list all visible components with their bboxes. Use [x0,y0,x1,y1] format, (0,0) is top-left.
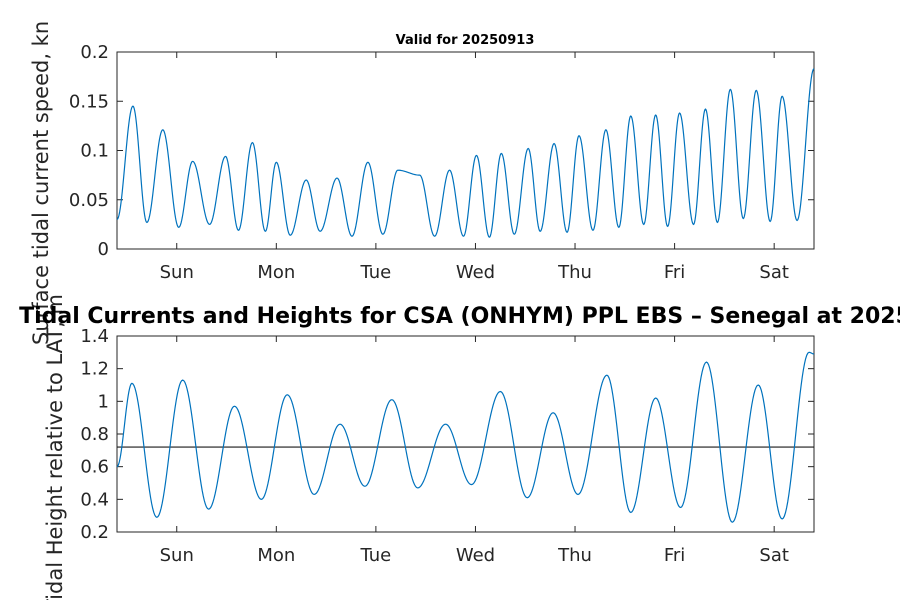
current-speed-x-tick-label: Fri [664,262,685,283]
current-speed-series-line [116,68,815,238]
current-speed-y-tick-label: 0 [98,239,109,260]
tidal-height-x-tick-label: Wed [456,545,495,566]
current-speed-x-tick-label: Thu [557,262,592,283]
current-speed-panel: Valid for 20250913 0 0.05 0.1 0.15 0.2 Sun Mo… [29,21,815,345]
tidal-height-y-tick-label: 0.2 [80,522,109,543]
tidal-height-axes-box [116,335,815,533]
current-speed-y-tick-label: 0.2 [80,42,109,63]
current-speed-x-tick-label: Tue [360,262,392,283]
tidal-height-x-tick-label: Fri [664,545,685,566]
tidal-height-series-line [116,351,815,523]
current-speed-x-tick-label: Mon [257,262,295,283]
tidal-height-x-tick-label: Tue [360,545,392,566]
current-speed-x-tick-label: Sat [759,262,789,283]
tidal-height-y-tick-label: 1.4 [80,326,109,347]
current-speed-axes-box [116,51,815,250]
tidal-height-y-tick-label: 0.6 [80,457,109,478]
current-speed-y-tick-label: 0.1 [80,141,109,162]
tidal-height-y-axis-label: Tidal Height relative to LAT, m [43,294,67,600]
tidal-height-y-ticks: 0.2 0.4 0.6 0.8 1 1.2 1.4 [80,326,814,543]
tidal-height-y-tick-label: 1.2 [80,359,109,380]
current-speed-y-axis-label: Surface tidal current speed, kn [29,21,53,345]
tidal-height-x-tick-label: Sat [759,545,789,566]
tidal-height-y-tick-label: 0.8 [80,424,109,445]
tidal-height-x-ticks: Sun Mon Tue Wed Thu Fri Sat [160,336,789,566]
current-speed-y-tick-label: 0.05 [69,190,109,211]
current-speed-y-tick-label: 0.15 [69,91,109,112]
tidal-height-x-tick-label: Mon [257,545,295,566]
tidal-height-y-tick-label: 0.4 [80,489,109,510]
current-speed-x-tick-label: Sun [160,262,194,283]
tidal-height-x-tick-label: Sun [160,545,194,566]
tidal-height-y-tick-label: 1 [98,391,109,412]
tidal-height-panel: 0.2 0.4 0.6 0.8 1 1.2 1.4 Sun Mon Tue Wed Thu Fri Sa… [43,294,815,600]
current-speed-title: Valid for 20250913 [396,33,535,48]
figure-main-title: Tidal Currents and Heights for CSA (ONHY… [19,304,900,329]
current-speed-x-ticks: Sun Mon Tue Wed Thu Fri Sat [160,52,789,283]
current-speed-y-ticks: 0 0.05 0.1 0.15 0.2 [69,42,814,260]
current-speed-x-tick-label: Wed [456,262,495,283]
tidal-height-x-tick-label: Thu [557,545,592,566]
